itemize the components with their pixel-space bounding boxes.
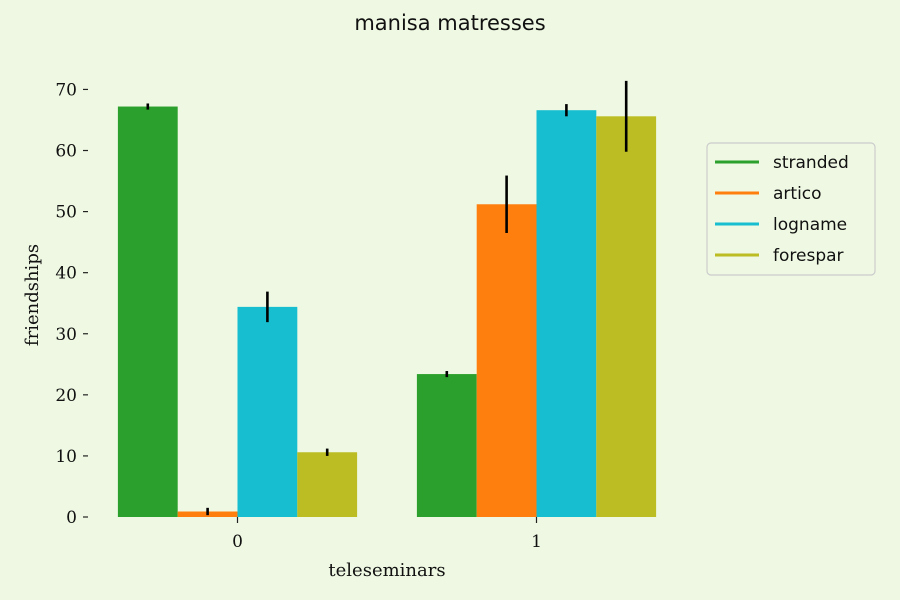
y-tick-label: 50 <box>55 203 77 223</box>
legend-label-forespar: forespar <box>773 246 844 266</box>
x-axis-label: teleseminars <box>328 560 445 581</box>
legend-label-stranded: stranded <box>773 153 849 173</box>
bar-stranded-1 <box>416 374 477 517</box>
legend[interactable]: stranded artico logname forespar <box>706 142 876 276</box>
legend-label-artico: artico <box>773 184 822 204</box>
x-tick-label: 1 <box>531 532 542 552</box>
error-bars-group <box>146 80 628 516</box>
y-tick-label: 20 <box>55 386 77 406</box>
y-axis-label: friendships <box>22 244 43 346</box>
legend-box <box>706 142 876 276</box>
bar-forespar-1 <box>596 116 657 517</box>
chart-title: manisa matresses <box>354 11 545 35</box>
bar-forespar-0 <box>297 452 358 517</box>
bars-group <box>117 106 657 518</box>
y-tick-label: 60 <box>55 142 77 162</box>
y-tick-label: 0 <box>66 508 77 528</box>
y-tick-label: 30 <box>55 325 77 345</box>
bar-logname-1 <box>536 110 597 517</box>
legend-label-logname: logname <box>773 215 847 235</box>
bar-stranded-0 <box>117 106 178 518</box>
bar-logname-0 <box>237 306 298 517</box>
y-tick-label: 70 <box>55 80 77 100</box>
y-tick-label: 40 <box>55 264 77 284</box>
bar-artico-1 <box>476 204 537 517</box>
x-tick-label: 0 <box>232 532 243 552</box>
y-axis: 0 10 20 30 40 50 60 70 <box>55 80 88 528</box>
y-tick-label: 10 <box>55 447 77 467</box>
